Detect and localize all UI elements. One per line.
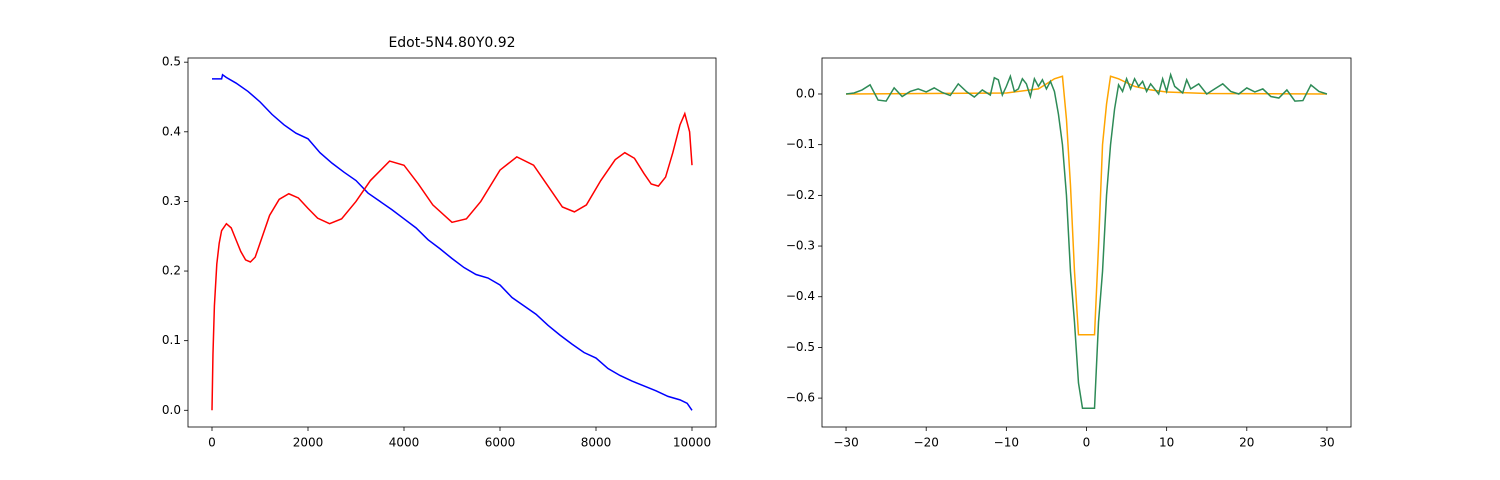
x-tick-label: 6000 bbox=[485, 436, 516, 450]
axes-frame bbox=[187, 57, 717, 428]
x-tick-label: 0 bbox=[208, 436, 216, 450]
y-tick-label: 0.1 bbox=[162, 333, 181, 347]
x-tick-label: 30 bbox=[1319, 436, 1334, 450]
y-tick-label: 0.5 bbox=[162, 55, 181, 69]
y-tick-label: 0.3 bbox=[162, 194, 181, 208]
x-tick-label: 8000 bbox=[581, 436, 612, 450]
data-line bbox=[211, 111, 693, 411]
x-tick-label: −20 bbox=[914, 436, 939, 450]
x-tick-label: −10 bbox=[994, 436, 1019, 450]
y-tick-label: −0.6 bbox=[786, 391, 815, 405]
y-tick-label: −0.5 bbox=[786, 340, 815, 354]
axes-frame bbox=[821, 57, 1352, 428]
y-tick-label: −0.3 bbox=[786, 239, 815, 253]
data-line bbox=[212, 73, 693, 411]
x-tick-label: −30 bbox=[833, 436, 858, 450]
y-tick-label: 0.0 bbox=[796, 86, 815, 100]
data-line bbox=[846, 75, 1327, 336]
y-tick-label: 0.0 bbox=[162, 403, 181, 417]
x-tick-label: 10 bbox=[1159, 436, 1174, 450]
y-tick-label: 0.2 bbox=[162, 264, 181, 278]
x-tick-label: 4000 bbox=[389, 436, 420, 450]
x-tick-label: 2000 bbox=[293, 436, 324, 450]
y-tick-label: −0.4 bbox=[786, 289, 815, 303]
chart-title: Edot-5N4.80Y0.92 bbox=[388, 35, 515, 51]
y-tick-label: −0.1 bbox=[786, 137, 815, 151]
x-tick-label: 20 bbox=[1239, 436, 1254, 450]
y-tick-label: −0.2 bbox=[786, 188, 815, 202]
data-line bbox=[845, 72, 1328, 409]
x-tick-label: 10000 bbox=[673, 436, 711, 450]
y-tick-label: 0.4 bbox=[162, 124, 181, 138]
x-tick-label: 0 bbox=[1083, 436, 1091, 450]
